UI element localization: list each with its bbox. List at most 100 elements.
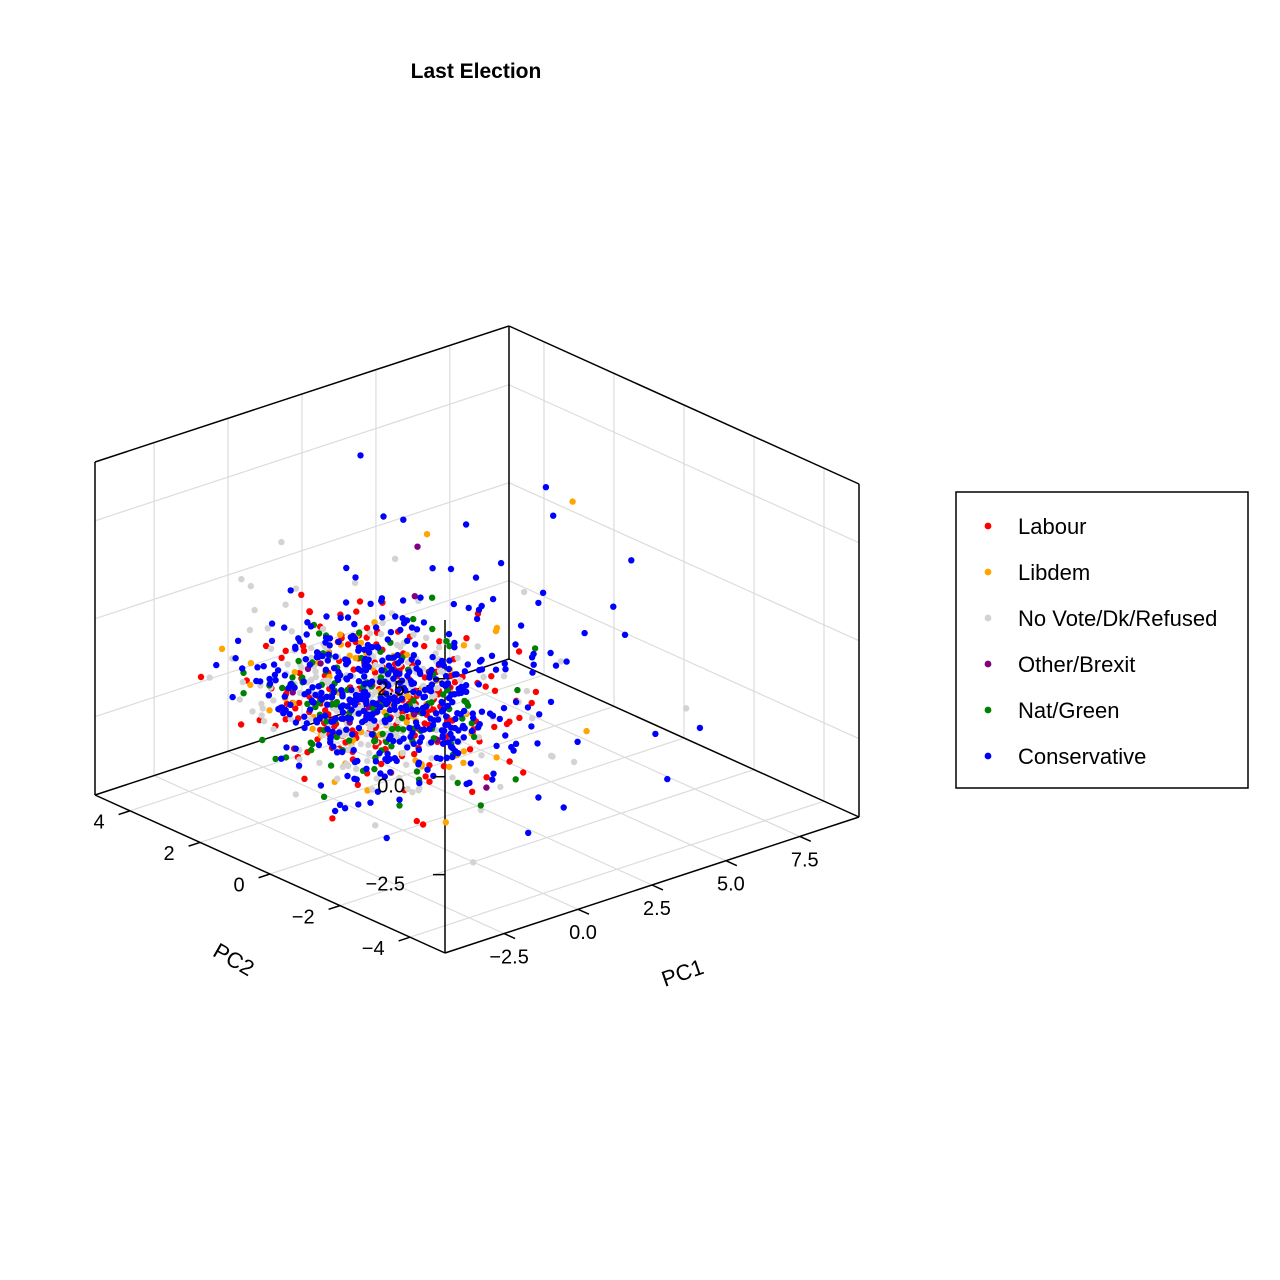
data-point <box>360 707 367 715</box>
data-point <box>306 706 314 713</box>
data-point <box>257 678 264 685</box>
data-point <box>385 654 392 661</box>
data-point <box>447 565 455 573</box>
data-point <box>379 619 386 627</box>
data-point <box>429 653 436 661</box>
data-point <box>445 739 452 746</box>
data-point <box>292 791 299 798</box>
data-point <box>317 782 325 789</box>
data-point <box>410 740 417 747</box>
data-point <box>272 755 279 763</box>
data-point <box>411 593 418 600</box>
data-point <box>329 700 336 708</box>
data-point <box>337 614 344 621</box>
data-point <box>435 644 443 651</box>
data-point <box>308 676 315 683</box>
data-point <box>468 720 475 727</box>
data-point <box>343 564 350 572</box>
data-point <box>512 740 520 747</box>
data-point <box>403 761 410 768</box>
data-point <box>450 600 457 608</box>
data-point <box>312 668 319 675</box>
data-point <box>312 691 319 699</box>
data-point <box>496 715 503 723</box>
data-point <box>531 645 539 652</box>
data-point <box>448 691 455 698</box>
data-point <box>454 654 461 662</box>
data-point <box>404 744 411 751</box>
data-point <box>408 624 416 631</box>
data-point <box>309 725 316 732</box>
data-point <box>423 703 430 710</box>
data-point <box>468 727 476 735</box>
data-point <box>371 688 379 696</box>
data-point <box>560 804 567 811</box>
data-point <box>528 723 535 730</box>
data-point <box>367 715 374 722</box>
data-point <box>482 683 489 690</box>
data-point <box>376 678 384 686</box>
data-point <box>348 686 355 694</box>
data-point <box>547 649 554 657</box>
data-point <box>444 721 452 728</box>
data-point <box>414 543 421 550</box>
data-point <box>306 661 314 668</box>
data-point <box>455 690 462 697</box>
data-point <box>464 702 472 709</box>
data-point <box>399 749 407 757</box>
data-point <box>333 707 340 714</box>
data-point <box>364 787 371 794</box>
data-point <box>289 674 296 681</box>
data-point <box>383 834 390 842</box>
data-point <box>421 674 429 681</box>
data-point <box>361 673 368 680</box>
data-point <box>491 687 499 694</box>
legend-marker <box>984 660 992 668</box>
gridline-z-side <box>508 482 860 642</box>
data-point <box>460 734 467 741</box>
data-point <box>386 706 394 714</box>
data-point <box>414 659 422 666</box>
data-point <box>234 637 242 644</box>
data-point <box>493 624 501 632</box>
data-point <box>327 762 335 769</box>
data-point <box>415 787 422 794</box>
data-point <box>336 801 344 809</box>
data-point <box>327 733 334 741</box>
data-point <box>475 681 482 688</box>
data-point <box>342 599 350 606</box>
x-tick-mark <box>503 932 516 940</box>
data-point <box>306 608 313 615</box>
data-point <box>268 637 276 645</box>
data-point <box>488 652 496 659</box>
data-point <box>400 516 407 523</box>
legend-marker <box>984 568 992 576</box>
data-point <box>536 711 543 718</box>
data-point <box>372 661 379 669</box>
data-point <box>388 666 395 673</box>
axis-box-frame <box>94 325 860 954</box>
data-point <box>366 630 374 637</box>
data-point <box>413 706 421 714</box>
data-point <box>232 655 239 662</box>
data-point <box>272 677 279 684</box>
data-point <box>400 726 407 733</box>
data-point <box>251 606 258 614</box>
data-point <box>351 758 359 766</box>
data-point <box>317 660 324 667</box>
data-point <box>523 687 531 695</box>
data-point <box>303 631 310 638</box>
data-point <box>500 673 508 680</box>
data-point <box>357 452 364 459</box>
data-point <box>489 595 497 603</box>
data-point <box>239 678 246 686</box>
data-point <box>329 683 336 690</box>
data-point <box>260 717 268 725</box>
y-tick-mark <box>328 904 341 911</box>
data-point <box>664 775 671 783</box>
data-point <box>377 695 385 702</box>
data-point <box>410 615 417 623</box>
data-point <box>247 681 254 689</box>
data-point <box>428 594 436 601</box>
legend-label: Labour <box>1018 514 1087 539</box>
